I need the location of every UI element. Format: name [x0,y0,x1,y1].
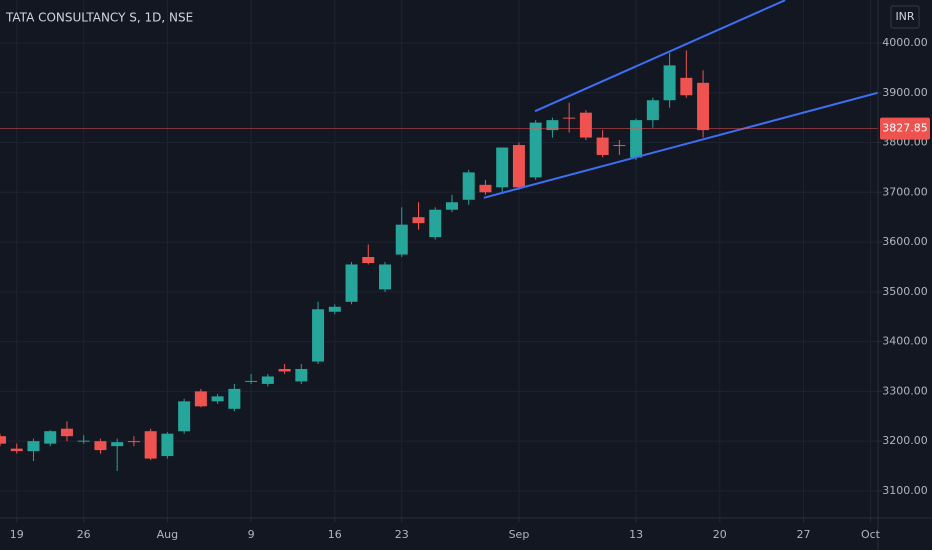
candle-body [529,122,542,178]
y-tick-label: 3300.00 [882,384,928,397]
candle-body [261,376,274,384]
last-price-label: 3827.85 [882,122,928,135]
candle-body [328,306,341,312]
candle-body [312,309,325,362]
candle-body [445,202,458,210]
x-tick-label: 13 [629,528,643,541]
x-tick-label: Sep [509,528,530,541]
chart-title: TATA CONSULTANCY S, 1D, NSE [5,11,193,25]
candle-body [563,117,576,119]
candle-body [161,433,174,457]
candle-body [44,431,57,444]
y-tick-label: 3100.00 [882,484,928,497]
x-tick-label: 19 [10,528,24,541]
x-tick-label: 20 [713,528,727,541]
x-tick-label: 23 [395,528,409,541]
last-price-box [880,117,930,140]
candle-body [697,82,710,131]
candle-body [211,396,224,402]
y-tick-label: 3700.00 [882,185,928,198]
candle-body [178,401,191,432]
plot-area [0,0,878,472]
candle-body [663,65,676,101]
candle-body [111,442,124,447]
candle-body [462,172,475,200]
x-tick-label: 26 [77,528,91,541]
x-tick-label: 16 [328,528,342,541]
trend-line [483,91,878,199]
candle-body [10,448,23,452]
x-tick-label: Aug [157,528,178,541]
candle-body [630,120,643,158]
candle-body [646,100,659,121]
x-tick-label: 9 [248,528,255,541]
candle-body [228,388,241,409]
candle-body [245,380,258,382]
candle-body [429,209,442,238]
candle-body [579,112,592,138]
candle-body [27,441,40,452]
candle-body [546,120,559,131]
trend-line [534,0,786,113]
candle-body [395,224,408,255]
candle-body [680,77,693,96]
grid [0,0,878,518]
candle-body [412,217,425,224]
candle-body [362,257,375,263]
candle-body [379,264,392,290]
candle-body [77,440,90,442]
candle-body [144,431,157,459]
candle-body [496,147,509,188]
candle-body [479,184,492,193]
currency: INR [895,10,914,23]
y-tick-label: 3500.00 [882,285,928,298]
y-tick-label: 3400.00 [882,335,928,348]
y-tick-label: 4000.00 [882,36,928,49]
y-tick-label: 3900.00 [882,86,928,99]
candle-body [596,137,609,155]
y-tick-label: 3200.00 [882,434,928,447]
y-tick-label: 3600.00 [882,235,928,248]
candle-body [512,145,525,188]
currency-box[interactable] [890,5,920,29]
candle-body [127,441,140,443]
candle-body [278,368,291,372]
axes: 3100.00 3200.00 3300.00 3400.00 3500.00 3600.… [10,36,930,541]
candle-body [345,264,358,302]
x-tick-label: Oct [861,528,881,541]
candle-body [613,145,626,147]
candle-body [295,368,308,382]
x-tick-label: 27 [797,528,811,541]
candle-body [60,428,73,437]
candle-body [0,436,6,444]
candle-body [194,391,207,407]
candle-body [94,441,107,451]
